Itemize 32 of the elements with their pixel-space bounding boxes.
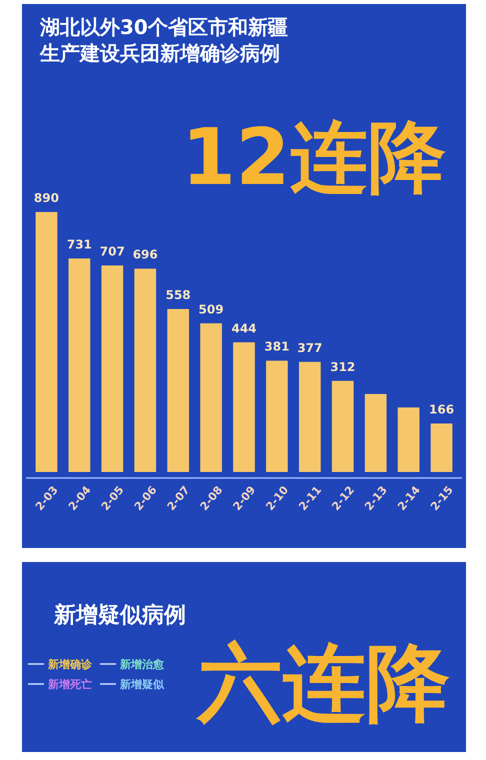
data-label: 509: [198, 302, 224, 316]
bar: [200, 323, 222, 472]
data-label: 696: [132, 248, 158, 262]
bar: [332, 380, 354, 472]
text: 新增治愈: [119, 658, 165, 671]
text: 新增死亡: [47, 678, 92, 691]
data-label: 444: [231, 321, 257, 336]
data-label: 707: [100, 244, 125, 258]
bar: [298, 362, 321, 472]
text: 六连降: [196, 634, 450, 732]
text: 新增疑似: [119, 678, 165, 691]
text: 新增确诊: [47, 658, 93, 671]
data-label: 890: [34, 191, 59, 205]
bar: [430, 424, 452, 472]
data-label: 381: [264, 340, 290, 354]
bar: [68, 258, 90, 472]
chart-title: 湖北以外30个省区市和新疆生产建设兵团新增确诊病例: [39, 15, 288, 65]
bar: [36, 212, 58, 472]
data-label: 312: [330, 360, 356, 374]
chart-subtitle: 12连降: [181, 113, 446, 203]
bar: [266, 360, 288, 472]
bar: [364, 394, 387, 472]
data-label: 166: [429, 402, 454, 417]
bar: [134, 268, 156, 472]
bar: [101, 265, 124, 472]
text: 新增疑似病例: [53, 602, 186, 628]
data-label: 558: [166, 288, 191, 302]
data-label: 377: [297, 340, 322, 355]
bar: [398, 407, 420, 472]
bar: [167, 308, 190, 472]
data-label: 731: [66, 237, 92, 252]
bar: [233, 342, 255, 472]
